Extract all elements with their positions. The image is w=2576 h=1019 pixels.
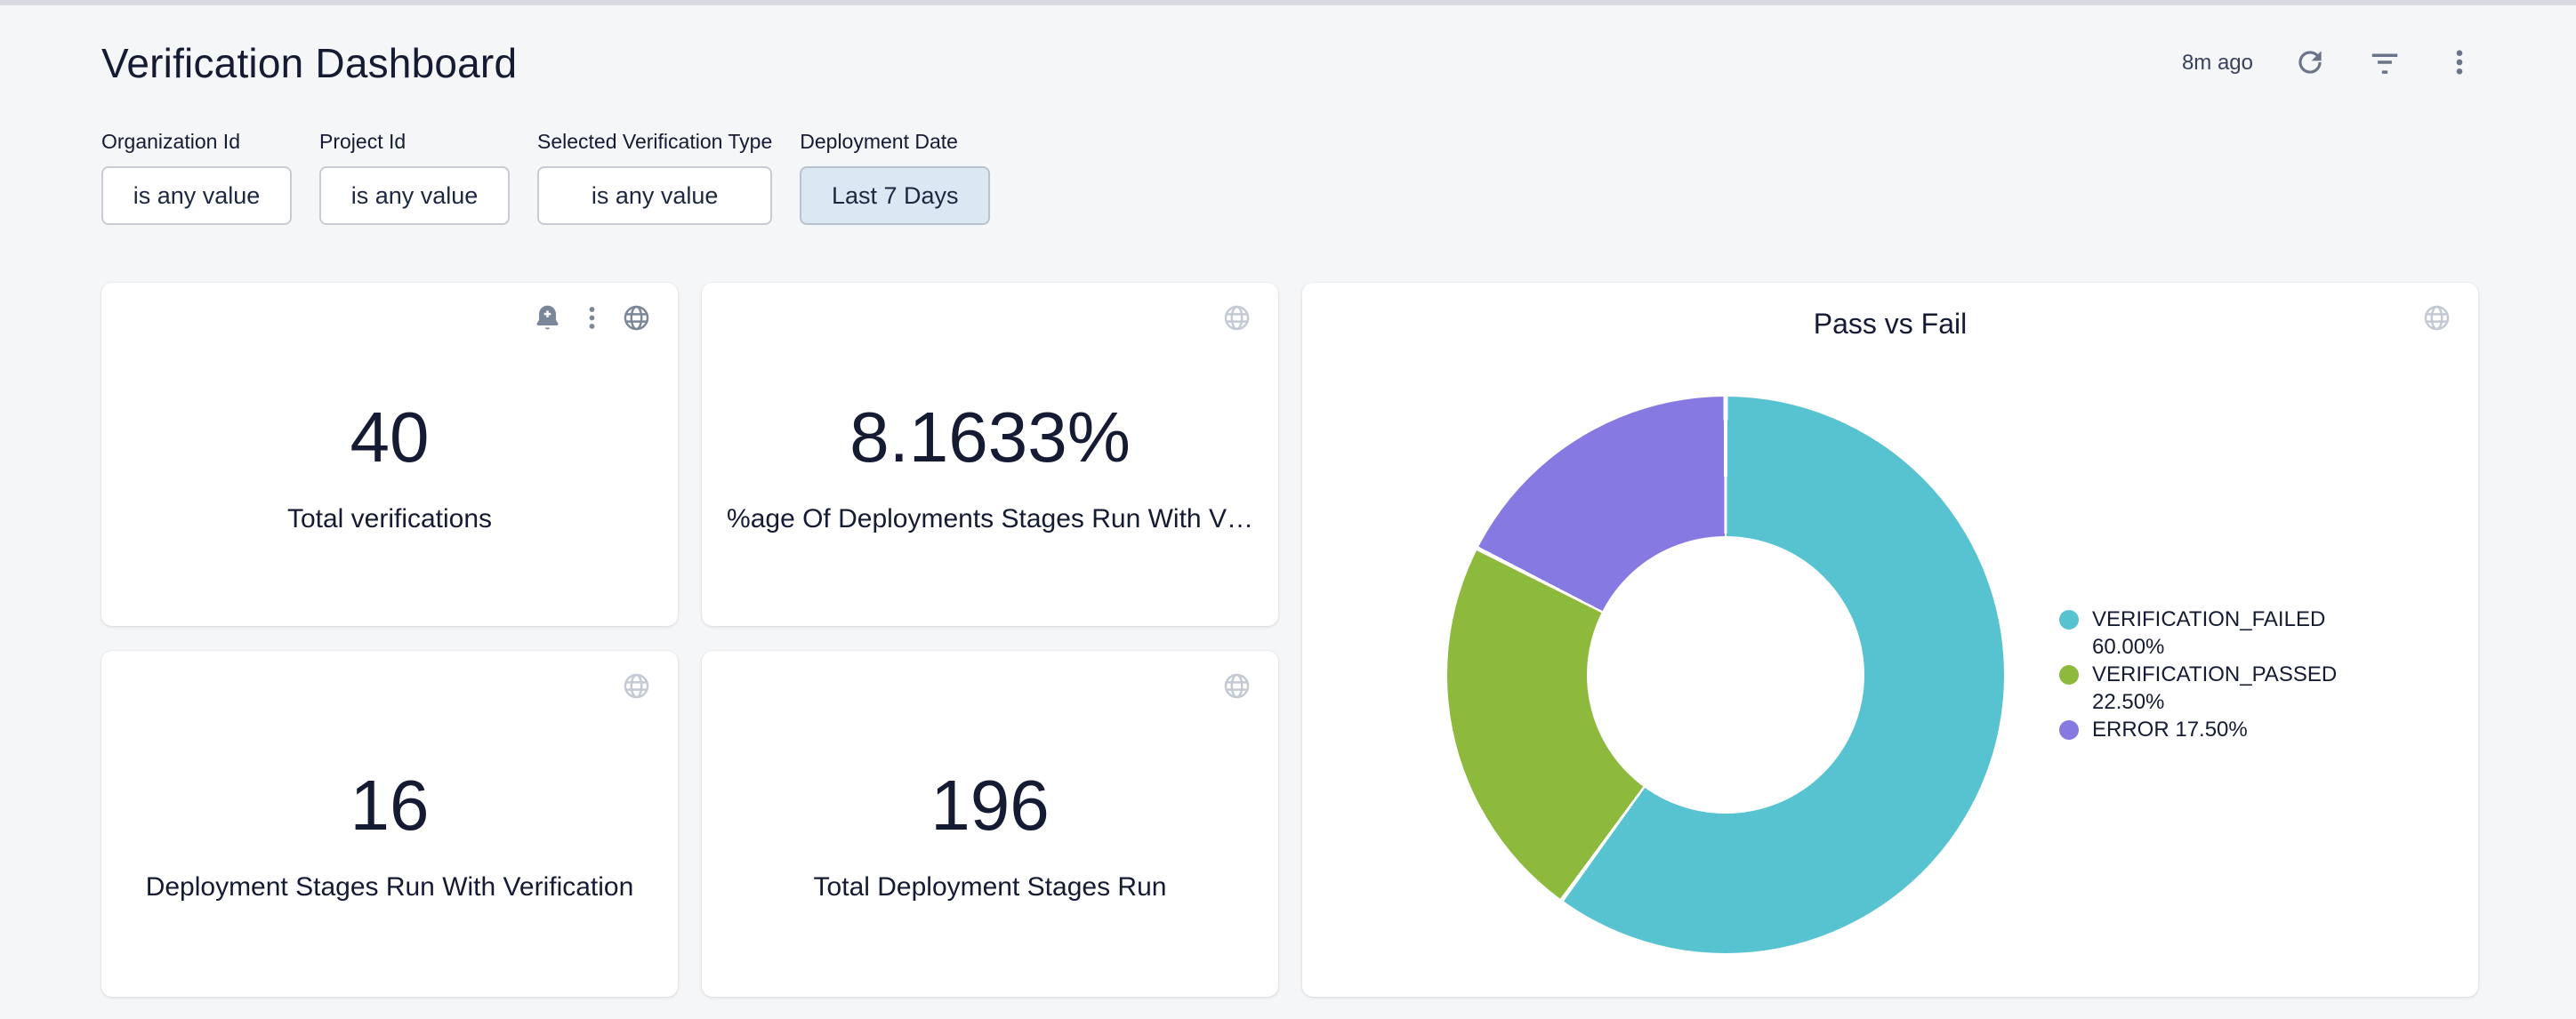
filter-label: Project Id: [319, 130, 510, 154]
legend-item-verification-failed[interactable]: VERIFICATION_FAILED 60.00%: [2059, 606, 2362, 661]
legend-label: VERIFICATION_PASSED 22.50%: [2092, 661, 2362, 716]
stat-value: 16: [350, 764, 430, 847]
header-actions: 8m ago: [2182, 45, 2477, 81]
tile-total-verifications: 40 Total verifications: [101, 283, 678, 626]
filter-value-chip[interactable]: is any value: [537, 166, 772, 225]
legend-label: ERROR 17.50%: [2092, 716, 2362, 743]
globe-icon[interactable]: [620, 670, 652, 702]
tile-deployment-stages-run-with-verification: 16 Deployment Stages Run With Verificati…: [101, 651, 678, 997]
tile-actions: [1220, 301, 1252, 333]
stat-value: 196: [930, 764, 1049, 847]
chart-legend: VERIFICATION_FAILED 60.00% VERIFICATION_…: [2059, 606, 2362, 743]
stat-label: Total verifications: [287, 503, 492, 535]
stat-label: Total Deployment Stages Run: [814, 871, 1167, 903]
page-title: Verification Dashboard: [101, 39, 517, 87]
refresh-button[interactable]: [2292, 45, 2328, 81]
donut-hole: [1587, 536, 1864, 814]
tile-pct-deployment-stages-with-verification: 8.1633% %age Of Deployments Stages Run W…: [702, 283, 1278, 626]
filter-value-chip[interactable]: is any value: [101, 166, 292, 225]
tile-actions: [620, 670, 652, 702]
kebab-menu-icon: [2443, 45, 2476, 82]
legend-dot: [2059, 720, 2079, 740]
legend-item-error[interactable]: ERROR 17.50%: [2059, 716, 2362, 743]
legend-label: VERIFICATION_FAILED 60.00%: [2092, 606, 2362, 661]
filter-project-id: Project Id is any value: [319, 130, 510, 225]
filter-deployment-date: Deployment Date Last 7 Days: [800, 130, 990, 225]
dashboard-header: Verification Dashboard 8m ago: [101, 39, 2477, 87]
legend-item-verification-passed[interactable]: VERIFICATION_PASSED 22.50%: [2059, 661, 2362, 716]
stat-value: 40: [350, 396, 430, 479]
tile-total-deployment-stages-run: 196 Total Deployment Stages Run: [702, 651, 1278, 997]
filters-toggle-button[interactable]: [2367, 45, 2403, 81]
globe-icon[interactable]: [1220, 301, 1252, 333]
globe-icon[interactable]: [1220, 670, 1252, 702]
dashboard-more-actions-button[interactable]: [2442, 45, 2477, 81]
last-refresh-timestamp: 8m ago: [2182, 51, 2253, 76]
tile-kebab-menu-icon[interactable]: [576, 301, 608, 333]
stat-label: Deployment Stages Run With Verification: [146, 871, 634, 903]
tile-actions: [2420, 301, 2452, 333]
donut-chart[interactable]: [1447, 397, 2004, 953]
filter-value-chip[interactable]: is any value: [319, 166, 510, 225]
tile-pass-vs-fail-chart: Pass vs Fail VERIFICATION_FAILED 60.00% …: [1302, 283, 2478, 997]
tile-actions: [531, 301, 652, 333]
filter-label: Deployment Date: [800, 130, 990, 154]
filter-list-icon: [2368, 45, 2402, 82]
dashboard-page: Verification Dashboard 8m ago Organizati…: [0, 39, 2576, 997]
alert-bell-plus-icon[interactable]: [531, 301, 563, 333]
filter-value-chip[interactable]: Last 7 Days: [800, 166, 990, 225]
refresh-icon: [2293, 45, 2327, 82]
legend-dot: [2059, 610, 2079, 630]
tile-grid: 40 Total verifications 8.1633% %age Of D…: [101, 283, 2477, 997]
stat-value: 8.1633%: [849, 396, 1131, 479]
filter-label: Selected Verification Type: [537, 130, 772, 154]
filter-bar: Organization Id is any value Project Id …: [101, 130, 2477, 225]
globe-icon[interactable]: [2420, 301, 2452, 333]
chart-title: Pass vs Fail: [1302, 306, 2478, 341]
filter-label: Organization Id: [101, 130, 292, 154]
filter-organization-id: Organization Id is any value: [101, 130, 292, 225]
stat-label: %age Of Deployments Stages Run With V…: [727, 503, 1253, 535]
legend-dot: [2059, 665, 2079, 685]
tile-actions: [1220, 670, 1252, 702]
filter-selected-verification-type: Selected Verification Type is any value: [537, 130, 772, 225]
globe-icon[interactable]: [620, 301, 652, 333]
top-border-strip: [0, 0, 2576, 5]
